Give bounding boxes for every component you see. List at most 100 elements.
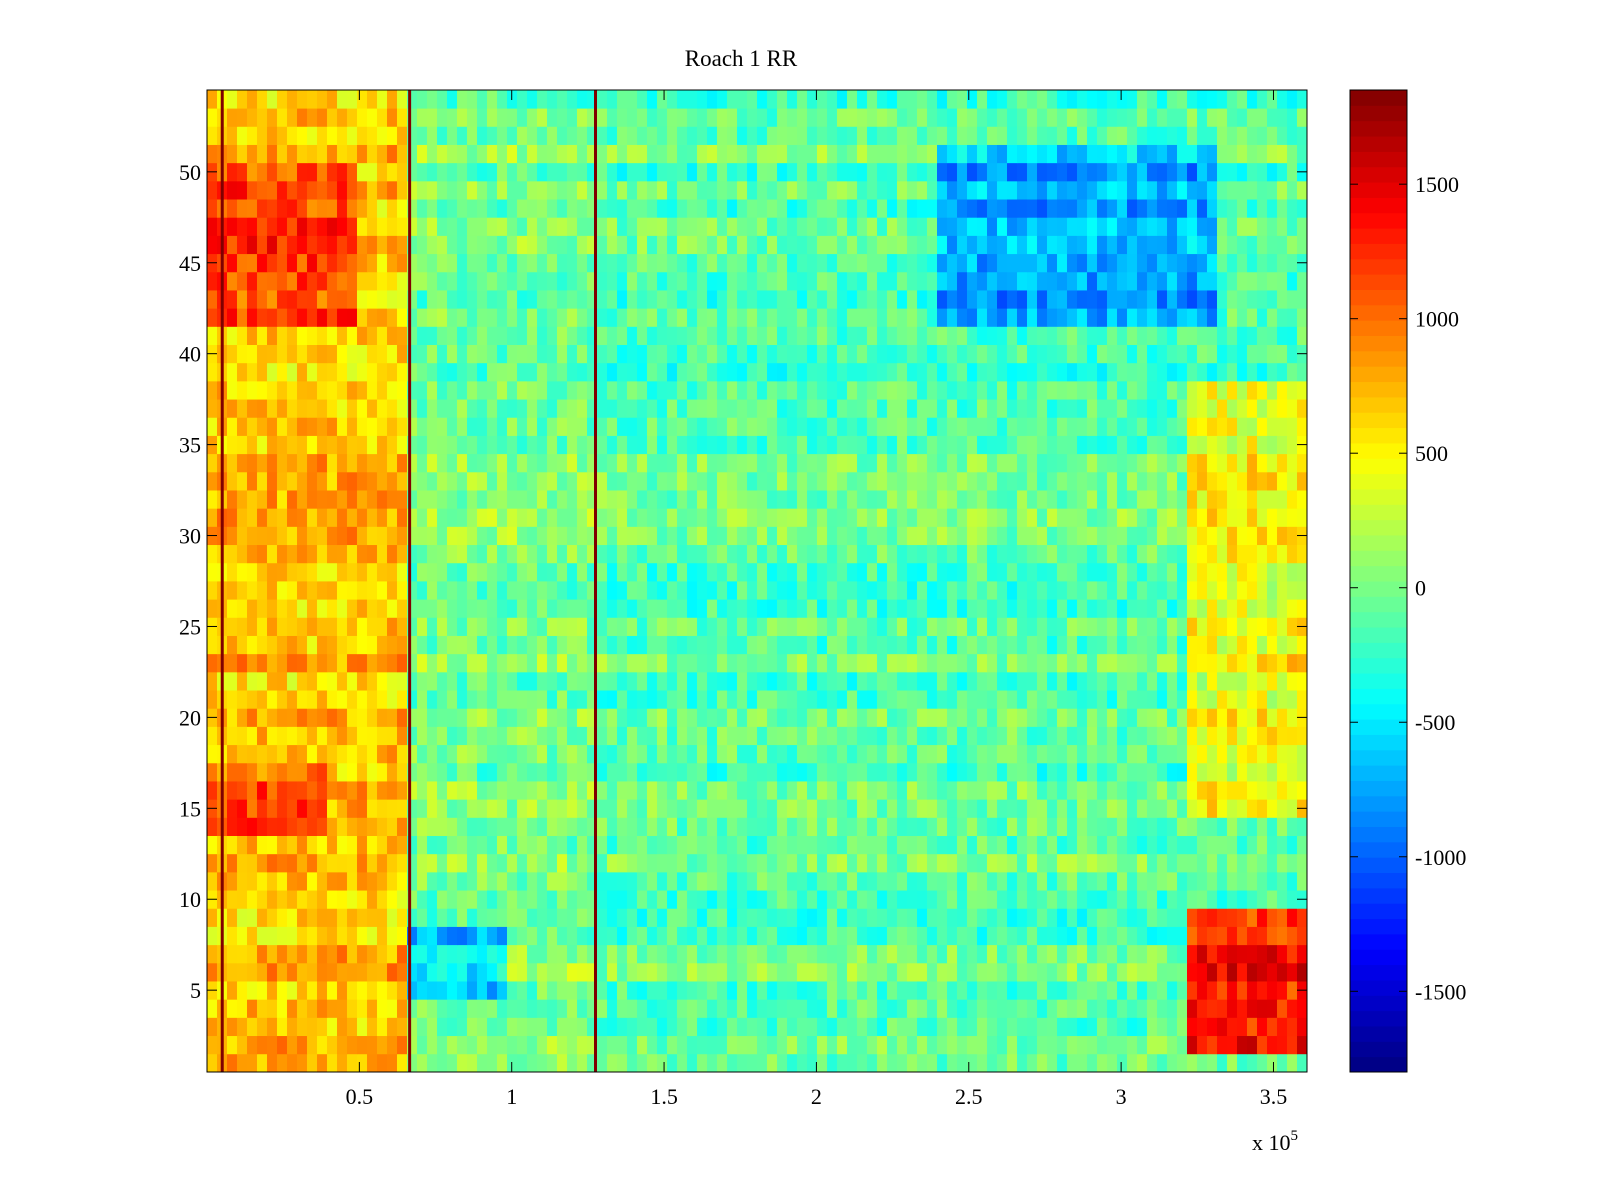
heatmap-cell	[337, 526, 348, 546]
heatmap-cell	[587, 781, 598, 800]
heatmap-cell	[767, 1017, 778, 1037]
heatmap-cell	[1047, 999, 1058, 1018]
heatmap-cell	[387, 817, 398, 836]
heatmap-cell	[807, 744, 818, 764]
heatmap-cell	[517, 599, 528, 618]
heatmap-cell	[1197, 617, 1208, 636]
heatmap-cell	[807, 362, 818, 382]
heatmap-cell	[837, 508, 848, 527]
heatmap-cell	[1127, 562, 1138, 582]
heatmap-cell	[627, 781, 638, 800]
heatmap-cell	[987, 962, 998, 982]
heatmap-cell	[1247, 417, 1258, 436]
heatmap-cell	[257, 1053, 268, 1073]
heatmap-cell	[1277, 617, 1288, 636]
heatmap-cell	[747, 417, 758, 436]
heatmap-cell	[1177, 362, 1188, 382]
heatmap-cell	[957, 908, 968, 927]
heatmap-cell	[777, 653, 788, 673]
heatmap-cell	[1097, 671, 1108, 691]
heatmap-cell	[717, 1053, 728, 1073]
heatmap-cell	[877, 981, 888, 1000]
heatmap-cell	[1087, 871, 1098, 891]
heatmap-cell	[527, 1053, 538, 1073]
heatmap-cell	[607, 490, 618, 509]
heatmap-cell	[597, 544, 608, 564]
heatmap-cell	[1027, 635, 1038, 655]
heatmap-cell	[247, 471, 258, 491]
heatmap-cell	[1157, 562, 1168, 582]
heatmap-cell	[607, 981, 618, 1000]
heatmap-cell	[387, 471, 398, 491]
heatmap-cell	[1117, 835, 1128, 855]
heatmap-cell	[227, 526, 238, 546]
heatmap-cell	[247, 362, 258, 382]
heatmap-cell	[847, 926, 858, 946]
heatmap-cell	[577, 999, 588, 1018]
heatmap-cell	[637, 781, 648, 800]
heatmap-cell	[647, 817, 658, 836]
heatmap-cell	[677, 853, 688, 873]
heatmap-cell	[1057, 1053, 1068, 1073]
heatmap-cell	[817, 617, 828, 636]
heatmap-cell	[507, 635, 518, 655]
heatmap-cell	[247, 380, 258, 400]
heatmap-cell	[1007, 1053, 1018, 1073]
heatmap-cell	[367, 344, 378, 364]
heatmap-cell	[657, 962, 668, 982]
heatmap-cell	[677, 726, 688, 746]
heatmap-cell	[377, 853, 388, 873]
heatmap-cell	[967, 744, 978, 764]
heatmap-cell	[997, 744, 1008, 764]
heatmap-cell	[267, 908, 278, 927]
heatmap-cell	[537, 326, 548, 345]
heatmap-cell	[677, 290, 688, 309]
heatmap-cell	[527, 981, 538, 1000]
heatmap-cell	[707, 544, 718, 564]
heatmap-cell	[597, 671, 608, 691]
heatmap-cell	[407, 726, 418, 746]
heatmap-cell	[777, 926, 788, 946]
heatmap-cell	[1077, 617, 1088, 636]
heatmap-cell	[1267, 690, 1278, 709]
heatmap-cell	[1247, 380, 1258, 400]
heatmap-cell	[1047, 362, 1058, 382]
heatmap-cell	[647, 726, 658, 746]
heatmap-cell	[1257, 490, 1268, 509]
heatmap-cell	[587, 490, 598, 509]
heatmap-cell	[637, 799, 648, 818]
heatmap-cell	[717, 308, 728, 327]
heatmap-cell	[867, 726, 878, 746]
heatmap-cell	[297, 544, 308, 564]
heatmap-cell	[227, 344, 238, 364]
heatmap-cell	[1297, 690, 1308, 709]
heatmap-cell	[1047, 526, 1058, 546]
heatmap-cell	[1257, 544, 1268, 564]
heatmap-cell	[987, 981, 998, 1000]
heatmap-cell	[827, 744, 838, 764]
heatmap-cell	[727, 653, 738, 673]
heatmap-cell	[797, 490, 808, 509]
heatmap-cell	[637, 290, 648, 309]
heatmap-cell	[857, 835, 868, 855]
heatmap-cell	[327, 890, 338, 909]
heatmap-cell	[737, 271, 748, 291]
heatmap-cell	[317, 871, 328, 891]
heatmap-cell	[377, 726, 388, 746]
heatmap-cell	[1287, 326, 1298, 345]
heatmap-cell	[517, 271, 528, 291]
heatmap-cell	[327, 380, 338, 400]
heatmap-cell	[1187, 471, 1198, 491]
heatmap-cell	[917, 781, 928, 800]
heatmap-cell	[1147, 508, 1158, 527]
heatmap-cell	[857, 853, 868, 873]
heatmap-cell	[247, 799, 258, 818]
heatmap-cell	[1037, 308, 1048, 327]
heatmap-cell	[707, 1053, 718, 1073]
heatmap-cell	[567, 617, 578, 636]
heatmap-cell	[1137, 253, 1148, 273]
heatmap-cell	[1167, 326, 1178, 345]
heatmap-cell	[1247, 653, 1258, 673]
heatmap-cell	[1047, 835, 1058, 855]
heatmap-cell	[947, 799, 958, 818]
